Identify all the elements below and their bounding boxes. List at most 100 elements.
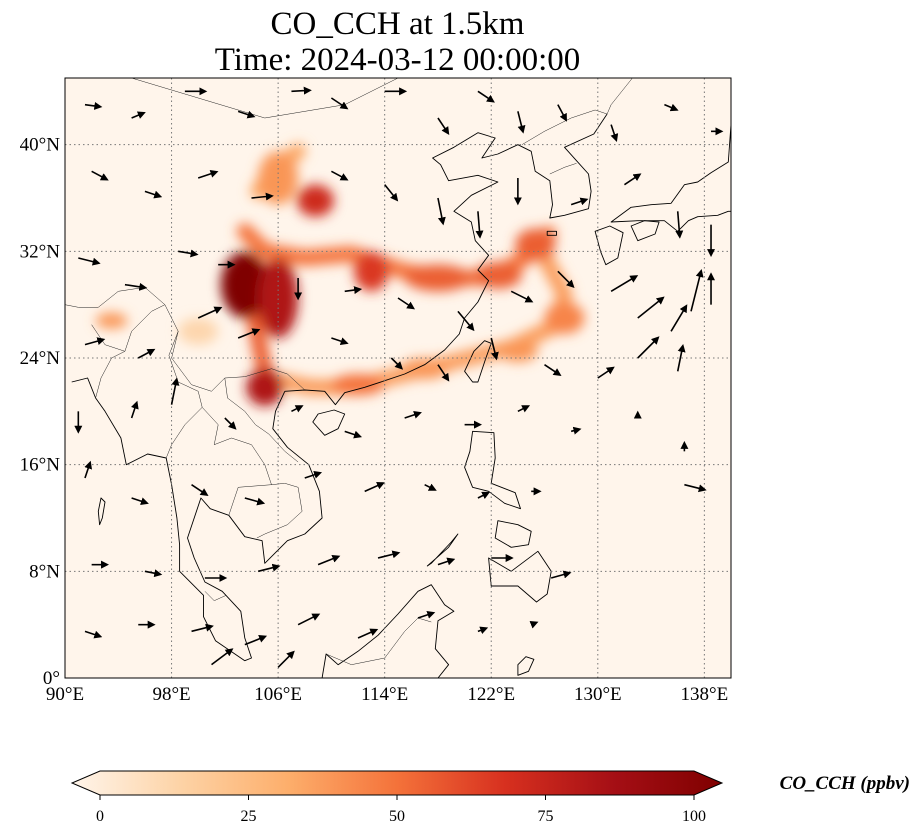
coastline	[321, 584, 455, 678]
latitude-tick-label: 0°	[43, 668, 60, 689]
wind-arrow	[517, 405, 531, 413]
coastline	[284, 113, 608, 406]
coastline	[426, 533, 459, 567]
wind-arrow	[344, 286, 363, 295]
colorbar-label: CO_CCH (ppbv)	[780, 773, 910, 794]
wind-arrow	[84, 630, 103, 639]
wind-arrow	[78, 257, 101, 266]
plume-blob	[258, 258, 299, 338]
coastline	[464, 340, 492, 383]
wind-arrow	[610, 124, 619, 142]
gridlines	[65, 78, 731, 678]
longitude-tick-label: 98°E	[152, 684, 190, 705]
coastline	[312, 409, 346, 436]
plume-blob	[95, 312, 128, 329]
wind-arrow	[529, 621, 539, 629]
country-border	[164, 304, 305, 392]
wind-arrow	[330, 97, 349, 110]
wind-arrow	[676, 343, 686, 372]
colorbar-tick-label: 50	[389, 808, 405, 825]
wind-arrow	[550, 570, 572, 579]
longitude-tick-label: 122°E	[467, 684, 515, 705]
plume-blob	[473, 262, 522, 289]
wind-arrow	[557, 104, 567, 122]
wind-arrow	[664, 103, 679, 112]
country-border	[95, 351, 126, 399]
plume-blob	[544, 302, 585, 334]
colorbar-tick-label: 25	[241, 808, 257, 825]
wind-arrow	[197, 306, 223, 319]
wind-arrow	[237, 110, 256, 119]
plume-blob	[404, 264, 472, 292]
coastline	[71, 377, 323, 662]
plume-blob	[178, 318, 219, 345]
wind-arrow	[610, 275, 639, 293]
country-border	[224, 377, 299, 463]
plume-blob	[515, 228, 556, 261]
longitude-tick-label: 90°E	[46, 684, 84, 705]
coastline	[488, 550, 552, 603]
plume-blob	[400, 358, 449, 380]
wind-arrow	[197, 169, 219, 179]
latitude-tick-label: 40°N	[20, 135, 61, 156]
figure-title-line2: Time: 2024-03-12 00:00:00	[214, 42, 581, 78]
country-border	[165, 331, 203, 459]
wind-arrow	[331, 337, 349, 346]
wind-arrow	[690, 269, 704, 312]
colorbar-tick-label: 75	[538, 808, 554, 825]
wind-arrow	[124, 282, 148, 291]
map-plot-area	[64, 77, 732, 679]
country-border	[549, 163, 577, 175]
wind-arrow	[84, 101, 103, 110]
wind-arrow	[477, 626, 489, 635]
longitude-tick-label: 138°E	[681, 684, 729, 705]
wind-arrow	[544, 364, 562, 376]
wind-arrow	[490, 337, 499, 361]
plume-blob	[296, 184, 335, 217]
colorbar-tick-label: 100	[682, 808, 706, 825]
latitude-tick-label: 24°N	[20, 348, 61, 369]
country-border	[606, 78, 633, 115]
wind-arrow	[131, 497, 149, 506]
country-border	[398, 78, 399, 79]
wind-arrow	[397, 297, 415, 310]
wind-arrow	[623, 173, 642, 186]
wind-arrow	[144, 190, 163, 199]
colorbar-ticks: 0 25 50 75 100	[96, 795, 706, 825]
coastlines	[65, 78, 731, 678]
wind-arrow	[475, 211, 484, 239]
latitude-tick-label: 8°N	[29, 561, 60, 582]
coastline	[464, 430, 521, 510]
wind-arrow	[675, 211, 684, 239]
latitude-tick-label: 32°N	[20, 241, 61, 262]
wind-arrow	[224, 417, 237, 430]
wind-arrow	[211, 648, 234, 666]
wind-arrow	[684, 483, 707, 493]
wind-arrow	[244, 635, 268, 646]
wind-arrow	[570, 197, 589, 206]
wind-arrow	[291, 86, 312, 95]
wind-arrow	[244, 497, 266, 506]
coastline	[610, 124, 731, 232]
figure-title-line1: CO_CCH at 1.5km	[270, 6, 525, 42]
wind-arrow	[637, 296, 665, 319]
longitude-ticks: 90°E 98°E 106°E 114°E 122°E 130°E 138°E	[46, 684, 728, 705]
wind-arrow	[357, 628, 379, 639]
country-border	[131, 78, 399, 119]
wind-arrow	[424, 483, 437, 491]
coastline	[546, 230, 557, 236]
wind-arrow	[510, 290, 534, 303]
wind-vectors	[74, 86, 724, 668]
wind-arrow	[257, 563, 281, 573]
wind-arrow	[137, 348, 156, 359]
wind-arrow	[377, 550, 401, 559]
plume-blob	[354, 251, 389, 292]
plume-blob	[497, 340, 538, 363]
wind-arrow	[91, 170, 109, 181]
plume-blob	[246, 368, 284, 407]
country-border	[256, 483, 303, 539]
wind-arrow	[251, 192, 274, 201]
wind-arrow	[144, 569, 163, 578]
wind-arrow	[437, 557, 456, 566]
wind-arrow	[84, 337, 106, 346]
